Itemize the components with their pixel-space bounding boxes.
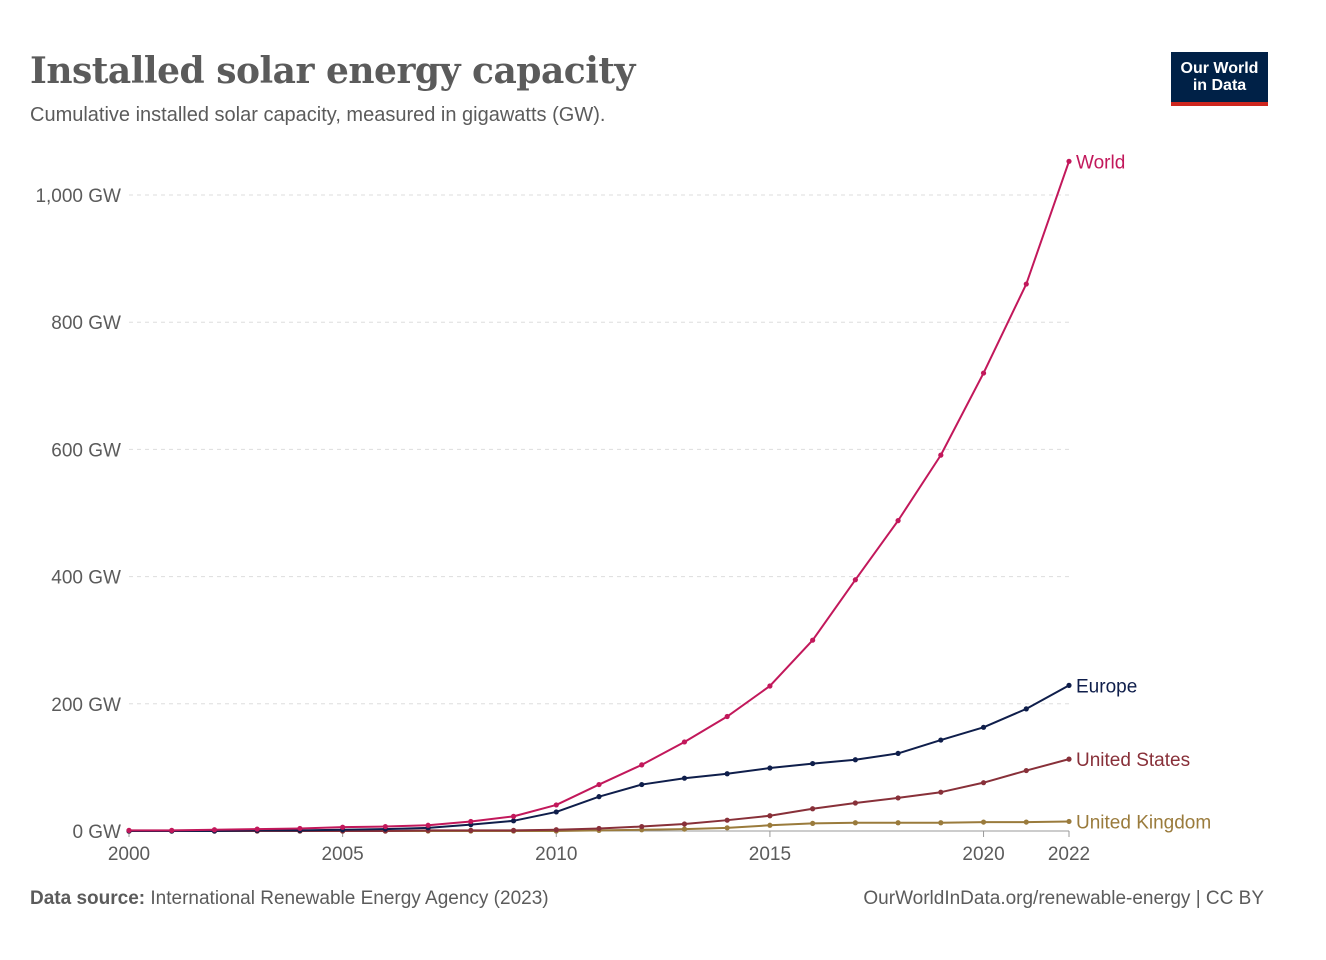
data-point[interactable] [810, 820, 816, 826]
data-point[interactable] [895, 795, 901, 801]
data-point[interactable] [468, 818, 474, 825]
x-tick-label: 2022 [1048, 844, 1090, 865]
data-point[interactable] [938, 820, 944, 826]
series-line-world[interactable] [129, 160, 1070, 832]
data-source: Data source: International Renewable Ene… [30, 888, 549, 910]
logo-line-2: in Data [1192, 77, 1247, 94]
data-point[interactable] [895, 518, 901, 524]
data-point[interactable] [767, 683, 773, 689]
data-point[interactable] [510, 813, 517, 819]
data-point[interactable] [639, 762, 645, 768]
data-source-text: International Renewable Energy Agency (2… [150, 888, 549, 909]
series-label-united-kingdom[interactable]: United Kingdom [1076, 812, 1211, 833]
data-point[interactable] [895, 820, 901, 826]
data-point[interactable] [553, 827, 559, 833]
data-point[interactable] [767, 765, 773, 771]
data-point[interactable] [810, 760, 816, 767]
data-point[interactable] [1023, 767, 1029, 774]
data-point[interactable] [980, 819, 987, 825]
data-point[interactable] [724, 713, 730, 720]
data-point[interactable] [639, 781, 645, 788]
data-point[interactable] [510, 827, 517, 833]
data-point[interactable] [852, 800, 858, 806]
data-point[interactable] [297, 825, 303, 832]
x-tick-label: 2015 [749, 844, 791, 865]
y-tick-label: 200 GW [51, 695, 121, 716]
data-point[interactable] [639, 823, 645, 830]
grid-layer [129, 194, 1069, 705]
chart-subtitle: Cumulative installed solar capacity, mea… [30, 104, 606, 126]
data-point[interactable] [340, 824, 346, 830]
data-point[interactable] [767, 813, 773, 819]
data-point[interactable] [1066, 756, 1072, 762]
data-point[interactable] [382, 823, 388, 830]
data-point[interactable] [468, 827, 474, 833]
data-point[interactable] [980, 724, 987, 730]
x-tick-label: 2005 [321, 844, 363, 865]
data-point[interactable] [1023, 706, 1029, 712]
series-europe [126, 682, 1072, 834]
data-point[interactable] [596, 825, 602, 832]
label-layer: World Europe United States United Kingdom [1076, 152, 1211, 833]
data-point[interactable] [681, 775, 688, 781]
axis-layer: 0 GW 200 GW 400 GW 600 GW 800 GW 1,000 GW 2000… [35, 186, 1090, 865]
data-point[interactable] [852, 820, 858, 826]
series-label-world[interactable]: World [1076, 152, 1125, 173]
y-tick-label: 400 GW [51, 568, 121, 589]
data-point[interactable] [1023, 819, 1029, 825]
data-point[interactable] [425, 822, 431, 828]
source-url[interactable]: OurWorldInData.org/renewable-energy | CC… [863, 888, 1264, 909]
series-line-europe[interactable] [129, 684, 1070, 832]
y-tick-label: 0 GW [72, 822, 121, 843]
data-point[interactable] [169, 827, 175, 833]
data-point[interactable] [938, 737, 944, 743]
data-point[interactable] [810, 637, 816, 643]
x-tick-label: 2020 [962, 844, 1004, 865]
data-point[interactable] [553, 809, 559, 815]
data-point[interactable] [852, 757, 858, 763]
y-tick-label: 1,000 GW [35, 186, 121, 207]
chart-title: Installed solar energy capacity [30, 50, 635, 92]
data-point[interactable] [681, 739, 688, 745]
logo-line-1: Our World [1180, 60, 1259, 77]
data-point[interactable] [681, 826, 688, 832]
data-point[interactable] [1023, 281, 1029, 287]
logo-text: Our World in Data [1175, 60, 1265, 94]
data-point[interactable] [938, 789, 944, 795]
owid-logo[interactable]: Our World in Data [1171, 52, 1268, 106]
x-tick-label: 2000 [108, 844, 150, 865]
data-point[interactable] [724, 771, 730, 777]
data-point[interactable] [254, 826, 260, 832]
data-point[interactable] [724, 817, 730, 823]
y-tick-label: 800 GW [51, 313, 121, 334]
data-point[interactable] [1066, 682, 1072, 688]
series-layer [126, 158, 1072, 834]
data-point[interactable] [938, 452, 944, 458]
data-point[interactable] [767, 822, 773, 828]
data-source-label: Data source: [30, 888, 146, 909]
data-point[interactable] [681, 821, 688, 827]
data-point[interactable] [1066, 158, 1072, 164]
data-point[interactable] [810, 806, 816, 812]
data-point[interactable] [596, 781, 602, 788]
data-point[interactable] [724, 825, 730, 831]
data-point[interactable] [1066, 818, 1072, 825]
data-point[interactable] [211, 827, 218, 833]
data-point[interactable] [895, 750, 901, 757]
data-point[interactable] [126, 827, 132, 833]
data-point[interactable] [596, 794, 602, 800]
series-label-united-states[interactable]: United States [1076, 750, 1190, 771]
y-tick-label: 600 GW [51, 440, 121, 461]
x-tick-label: 2010 [535, 844, 577, 865]
data-point[interactable] [553, 802, 559, 808]
series-label-europe[interactable]: Europe [1076, 676, 1137, 697]
data-point[interactable] [980, 370, 987, 376]
data-point[interactable] [852, 577, 858, 583]
data-point[interactable] [510, 818, 517, 824]
series-world [126, 158, 1072, 833]
data-point[interactable] [980, 780, 987, 786]
